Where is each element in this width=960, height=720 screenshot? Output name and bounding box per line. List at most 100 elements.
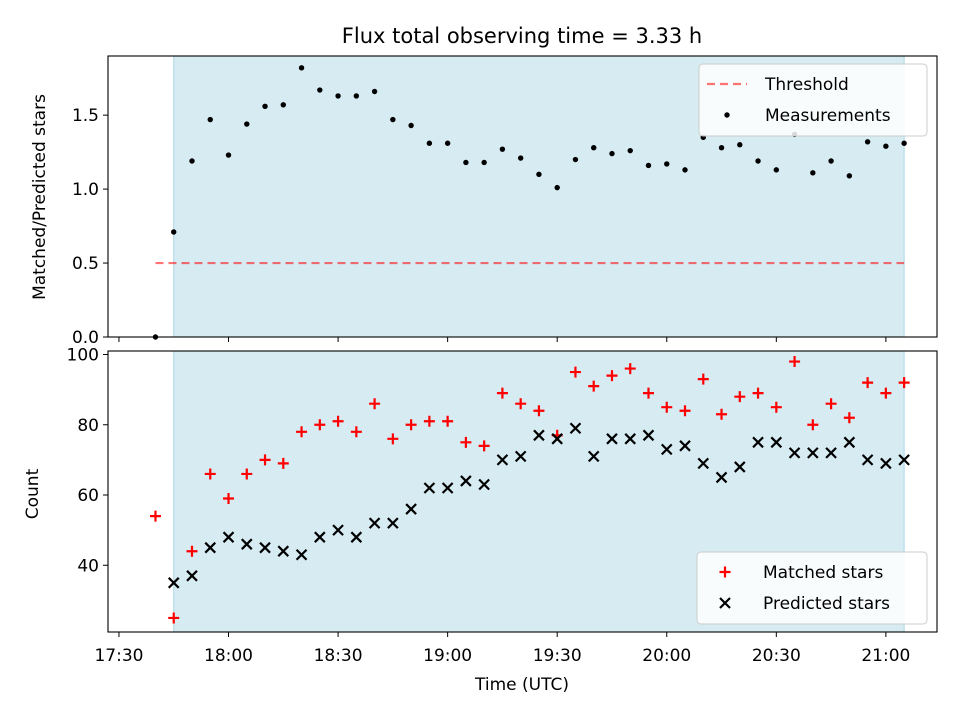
matched-star-point	[460, 436, 472, 448]
predicted-star-point	[533, 429, 545, 442]
measurement-point	[353, 93, 360, 99]
predicted-star-point	[277, 545, 290, 557]
predicted-star-point	[204, 541, 217, 554]
predicted-star-point	[587, 450, 600, 463]
matched-star-point	[862, 377, 874, 389]
predicted-star-point	[861, 454, 874, 466]
ylabel-count: Count	[23, 468, 43, 519]
predicted-star-point	[569, 422, 582, 435]
predicted-star-point	[880, 457, 892, 470]
matched-star-point	[204, 468, 216, 480]
measurement-point	[883, 143, 889, 149]
predicted-star-point	[642, 429, 655, 442]
matched-star-point	[223, 493, 235, 505]
legend-label: Matched stars	[763, 563, 883, 583]
matched-star-point	[277, 457, 289, 469]
measurement-point	[499, 146, 506, 152]
legend-predicted-swatch	[719, 597, 731, 609]
measurement-point	[390, 116, 396, 123]
measurement-point	[864, 139, 871, 145]
ratio-plot: 0.0 0.5 1.0 1.5 Threshold Measurements	[72, 55, 938, 348]
measurement-point	[517, 155, 524, 161]
measurement-point	[846, 173, 853, 179]
xlabel: Time (UTC)	[474, 675, 569, 695]
measurement-point	[225, 152, 232, 158]
axes-frame	[107, 350, 938, 633]
predicted-star-point	[752, 436, 764, 449]
x-tick-label: 18:00	[204, 646, 253, 666]
predicted-star-point	[514, 450, 527, 463]
y-tick-label: 80	[77, 416, 99, 436]
matched-star-point	[807, 419, 819, 431]
predicted-star-point	[259, 541, 271, 554]
predicted-star-point	[825, 447, 837, 459]
predicted-star-point	[405, 503, 417, 515]
predicted-star-point	[606, 433, 618, 445]
matched-star-point	[369, 398, 381, 410]
x-tick-label: 19:30	[533, 646, 582, 666]
y-tick-label: 100	[67, 346, 99, 366]
matched-star-point	[478, 440, 490, 452]
predicted-star-point	[186, 570, 198, 582]
x-tick-label: 17:30	[94, 646, 143, 666]
predicted-star-point	[697, 457, 710, 470]
predicted-star-point	[350, 531, 363, 543]
measurement-point	[810, 170, 816, 176]
measurement-point	[828, 158, 834, 164]
predicted-star-point	[734, 461, 746, 473]
predicted-star-point	[222, 531, 235, 543]
measurement-point	[645, 162, 652, 169]
matched-star-point	[405, 419, 417, 431]
legend-label: Predicted stars	[763, 594, 890, 614]
predicted-star-point	[807, 447, 819, 459]
matched-star-point	[880, 387, 892, 399]
y-tick-label: 0.5	[72, 254, 99, 274]
predicted-star-point	[167, 577, 180, 589]
measurement-point	[536, 171, 542, 178]
legend-measurement-swatch	[724, 112, 730, 118]
measurement-point	[627, 147, 633, 154]
matched-star-point	[332, 415, 344, 427]
legend: Matched stars Predicted stars	[696, 551, 928, 625]
measurement-point	[335, 93, 341, 99]
measurement-point	[371, 88, 378, 95]
y-tick-label: 40	[77, 556, 99, 576]
count-plot: 40 60 80 100 17:30 18:00 18:30 19:00 19:30 20:00 2…	[67, 346, 938, 666]
matched-star-point	[186, 545, 198, 557]
measurement-point	[773, 167, 780, 173]
measurement-point	[554, 184, 560, 191]
x-tick-label: 20:30	[752, 646, 801, 666]
measurement-point	[901, 140, 907, 146]
legend-label: Measurements	[765, 106, 891, 126]
predicted-star-point	[460, 475, 472, 487]
measurement-point	[609, 150, 615, 157]
measurement-point	[262, 103, 268, 109]
predicted-star-point	[368, 517, 381, 529]
matched-star-point	[350, 426, 362, 438]
x-tick-label: 19:00	[423, 646, 472, 666]
measurement-point	[572, 156, 579, 163]
measurement-point	[444, 140, 451, 146]
y-tick-label: 1.0	[72, 180, 99, 200]
axes-frame	[107, 55, 938, 338]
predicted-star-point	[770, 436, 783, 449]
ylabel-ratio: Matched/Predicted stars	[30, 94, 50, 300]
measurement-point	[189, 158, 195, 164]
matched-star-point	[515, 398, 527, 410]
legend-label: Threshold	[764, 75, 849, 95]
matched-star-point	[387, 433, 399, 445]
x-tick-label: 18:30	[314, 646, 363, 666]
x-tick-label: 21:00	[861, 646, 910, 666]
matched-star-point	[533, 405, 545, 417]
measurement-point	[298, 65, 305, 71]
measurement-point	[280, 102, 286, 108]
matched-star-point	[679, 405, 691, 417]
matched-star-point	[606, 370, 618, 382]
measurement-point	[481, 159, 487, 166]
predicted-star-point	[679, 440, 691, 452]
matched-star-point	[898, 377, 910, 389]
matched-star-point	[752, 387, 764, 399]
predicted-star-point	[478, 478, 490, 491]
matched-star-point	[642, 387, 654, 399]
predicted-star-point	[715, 471, 728, 484]
